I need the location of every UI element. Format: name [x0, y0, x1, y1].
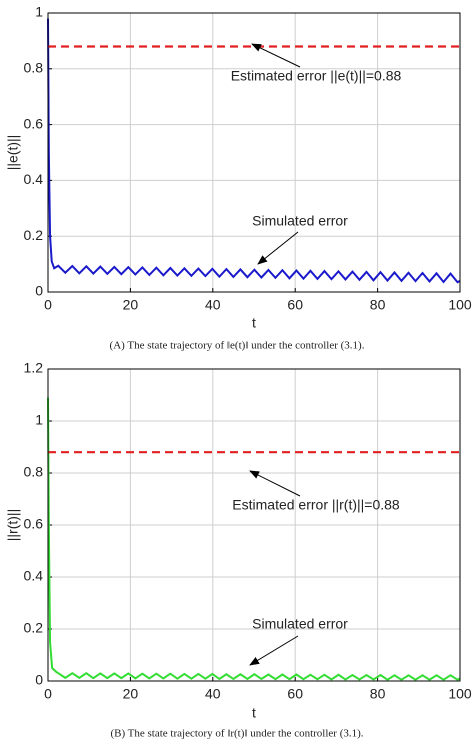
x-tick-label: 40 — [205, 686, 221, 702]
y-tick-label: 0 — [35, 283, 43, 299]
x-axis-label: t — [252, 705, 256, 721]
y-tick-label: 0.8 — [24, 60, 44, 76]
annotation-arrow — [249, 470, 301, 497]
annotation: Estimated error ||r(t)||=0.88 — [232, 497, 400, 513]
y-tick-label: 0.4 — [24, 568, 44, 584]
annotation-arrow — [251, 43, 301, 68]
plot-frame — [47, 12, 461, 293]
plot-frame — [47, 368, 461, 682]
x-tick-label: 0 — [44, 297, 52, 313]
y-tick-label: 0.2 — [24, 620, 44, 636]
caption: (B) The state trajectory of ‖r(t)‖ under… — [110, 728, 363, 740]
y-tick-label: 0.8 — [24, 464, 44, 480]
x-tick-label: 100 — [448, 686, 472, 702]
simulated-line — [47, 18, 461, 284]
y-tick-label: 1.2 — [24, 360, 44, 376]
y-tick-label: 0 — [35, 672, 43, 688]
x-tick-label: 0 — [44, 686, 52, 702]
caption: (A) The state trajectory of ‖e(t)‖ under… — [110, 340, 365, 352]
x-tick-label: 80 — [370, 297, 386, 313]
annotation-arrow — [249, 635, 299, 666]
y-tick-label: 0.6 — [24, 516, 44, 532]
x-tick-label: 20 — [123, 297, 139, 313]
x-tick-label: 60 — [287, 686, 303, 702]
x-axis-label: t — [252, 315, 256, 331]
plot-area — [48, 13, 460, 292]
y-tick-label: 0.6 — [24, 115, 44, 131]
x-tick-label: 60 — [287, 297, 303, 313]
annotation: Simulated error — [252, 616, 348, 632]
simulated-line — [47, 397, 461, 681]
x-tick-label: 80 — [370, 686, 386, 702]
x-tick-label: 100 — [448, 297, 472, 313]
annotation: Simulated error — [252, 213, 348, 229]
x-tick-label: 40 — [205, 297, 221, 313]
annotation-arrow — [257, 231, 299, 265]
y-tick-label: 1 — [35, 4, 43, 20]
y-axis-label: ||e(t)|| — [5, 135, 21, 171]
x-tick-label: 20 — [123, 686, 139, 702]
y-axis-label: ||r(t)|| — [5, 509, 21, 541]
y-tick-label: 0.4 — [24, 171, 44, 187]
annotation: Estimated error ||e(t)||=0.88 — [231, 68, 402, 84]
y-tick-label: 0.2 — [24, 227, 44, 243]
y-tick-label: 1 — [35, 412, 43, 428]
